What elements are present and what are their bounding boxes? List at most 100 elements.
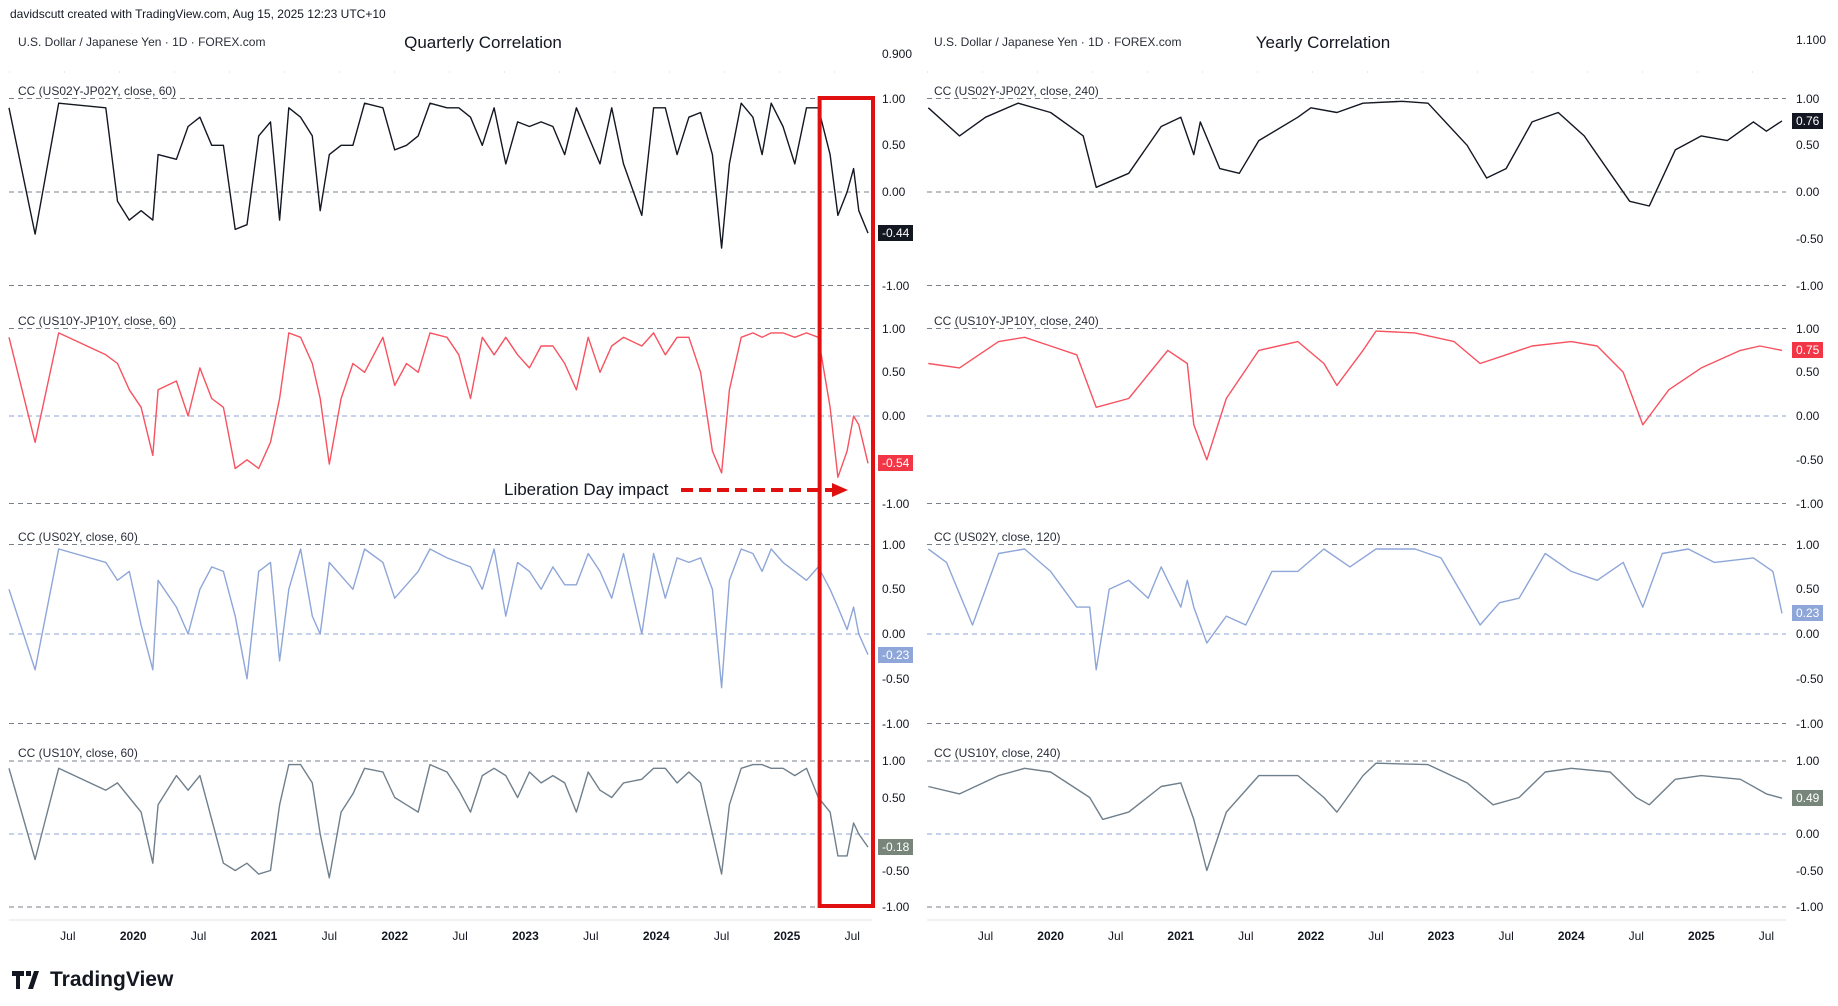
axis-tick-label: -1.00 — [1796, 716, 1824, 731]
series-line-left-3 — [8, 763, 869, 879]
axis-tick-label: 0.00 — [882, 627, 906, 641]
time-axis-label: Jul — [844, 929, 860, 943]
indicator-legend[interactable]: CC (US02Y-JP02Y, close, 240) — [934, 83, 1099, 98]
time-axis-label: Jul — [1368, 929, 1384, 943]
axis-tick-label: 1.00 — [1796, 537, 1820, 552]
axis-tick-label: 0.50 — [1796, 582, 1820, 597]
title-left: Quarterly Correlation — [404, 33, 562, 52]
series-line-right-3 — [928, 762, 1783, 872]
price-left: 0.900 — [882, 47, 913, 61]
time-axis-label: Jul — [713, 929, 730, 943]
axis-tick-label: 0.50 — [1796, 365, 1820, 380]
time-axis-label: Jul — [60, 929, 76, 943]
tradingview-logo-icon — [12, 971, 39, 989]
axis-tick-label: 0.00 — [1796, 409, 1820, 423]
axis-tick-label: 1.00 — [882, 537, 906, 552]
last-value-label: -0.54 — [878, 455, 914, 472]
axis-tick-label: 1.00 — [1796, 754, 1820, 768]
time-axis-label: 2025 — [773, 929, 801, 943]
axis-tick-label: -1.00 — [1796, 278, 1824, 293]
indicator-legend[interactable]: CC (US02Y-JP02Y, close, 60) — [18, 83, 177, 98]
axis-tick-label: -1.00 — [882, 716, 910, 731]
last-value-label: 0.49 — [1792, 790, 1824, 807]
symbol-right[interactable]: U.S. Dollar / Japanese Yen · 1D · FOREX.… — [934, 35, 1182, 49]
series-line-right-2 — [927, 548, 1783, 671]
series-line-left-1 — [8, 332, 869, 478]
time-axis-label: 2020 — [1037, 929, 1064, 943]
axis-tick-label: 0.50 — [882, 365, 906, 380]
indicator-legend[interactable]: CC (US10Y, close, 60) — [18, 746, 138, 760]
time-axis-label: 2022 — [1297, 929, 1325, 943]
axis-tick-label: 0.00 — [882, 185, 906, 199]
axis-tick-label: -1.00 — [882, 278, 910, 293]
time-axis-label: Jul — [1498, 929, 1514, 943]
time-axis-label: Jul — [321, 929, 337, 943]
symbol-left[interactable]: U.S. Dollar / Japanese Yen · 1D · FOREX.… — [18, 35, 266, 49]
price-right: 1.100 — [1796, 33, 1827, 47]
time-axis-label: 2021 — [1167, 929, 1195, 943]
annotation-arrow-head — [832, 483, 848, 497]
axis-tick-label: -0.50 — [1796, 231, 1824, 246]
time-axis-label: 2023 — [512, 929, 539, 943]
series-line-left-0 — [8, 102, 869, 249]
axis-tick-label: 0.50 — [882, 790, 906, 805]
last-value-label: -0.23 — [878, 646, 914, 663]
axis-tick-label: -1.00 — [1796, 900, 1824, 914]
tradingview-logo[interactable]: TradingView — [12, 968, 173, 992]
time-axis-label: 2021 — [250, 929, 278, 943]
axis-tick-label: 1.00 — [882, 754, 906, 768]
indicator-legend[interactable]: CC (US10Y-JP10Y, close, 60) — [18, 313, 177, 328]
axis-tick-label: -1.00 — [882, 496, 910, 511]
last-value-label: 0.23 — [1792, 605, 1824, 622]
last-value-label: -0.44 — [878, 225, 914, 242]
time-axis-label: Jul — [977, 929, 994, 943]
indicator-legend[interactable]: CC (US02Y, close, 120) — [934, 529, 1061, 544]
last-value-label: 0.76 — [1792, 112, 1824, 129]
title-right: Yearly Correlation — [1255, 33, 1391, 52]
time-axis-label: Jul — [583, 929, 599, 943]
axis-tick-label: 0.00 — [1796, 627, 1820, 641]
time-axis-label: 2020 — [119, 929, 147, 943]
brand-name: TradingView — [50, 968, 174, 991]
axis-tick-label: 0.00 — [1796, 827, 1820, 841]
series-line-right-0 — [927, 100, 1783, 207]
axis-tick-label: -1.00 — [882, 900, 910, 914]
axis-tick-label: -0.50 — [1796, 452, 1824, 467]
last-value-label: 0.75 — [1792, 342, 1824, 359]
time-axis-label: Jul — [1628, 929, 1644, 943]
time-axis-label: Jul — [1758, 929, 1775, 943]
axis-tick-label: 1.00 — [1796, 91, 1820, 106]
credit-text: davidscutt created with TradingView.com,… — [10, 7, 386, 21]
time-axis-label: 2023 — [1427, 929, 1455, 943]
axis-tick-label: -0.50 — [1796, 671, 1824, 686]
axis-tick-label: 1.00 — [882, 321, 906, 336]
axis-tick-label: -0.50 — [882, 863, 910, 878]
axis-tick-label: -0.50 — [1796, 863, 1824, 878]
time-axis-label: Jul — [1238, 929, 1254, 943]
indicator-legend[interactable]: CC (US10Y, close, 240) — [934, 746, 1061, 760]
time-axis-label: Jul — [452, 929, 468, 943]
highlight-box — [817, 96, 875, 908]
axis-tick-label: 0.50 — [882, 582, 906, 597]
indicator-legend[interactable]: CC (US02Y, close, 60) — [18, 529, 138, 544]
axis-tick-label: 0.50 — [882, 138, 906, 153]
axis-tick-label: -1.00 — [1796, 496, 1824, 511]
time-axis-label: 2025 — [1687, 929, 1715, 943]
time-axis-label: Jul — [1108, 929, 1124, 943]
axis-tick-label: 1.00 — [1796, 321, 1820, 336]
axis-tick-label: 1.00 — [882, 91, 906, 106]
indicator-legend[interactable]: CC (US10Y-JP10Y, close, 240) — [934, 313, 1099, 328]
series-line-right-1 — [928, 330, 1783, 461]
time-axis-label: 2024 — [642, 929, 670, 943]
time-axis-label: 2022 — [381, 929, 409, 943]
last-value-label: -0.18 — [878, 839, 914, 856]
axis-tick-label: 0.50 — [1796, 138, 1820, 153]
annotation-text: Liberation Day impact — [504, 480, 669, 499]
axis-tick-label: -0.50 — [882, 671, 910, 686]
axis-tick-label: 0.00 — [1796, 185, 1820, 199]
time-axis-label: 2024 — [1557, 929, 1585, 943]
time-axis-label: Jul — [190, 929, 207, 943]
series-line-left-2 — [8, 548, 869, 689]
axis-tick-label: 0.00 — [882, 409, 906, 423]
